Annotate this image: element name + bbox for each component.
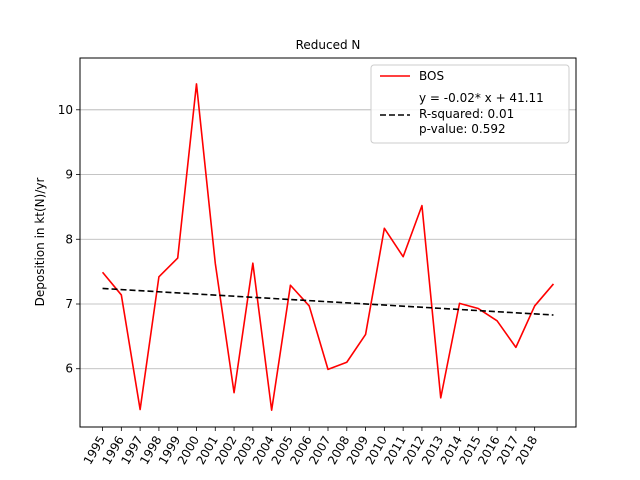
legend-label-bos: BOS	[419, 69, 444, 83]
y-tick-label: 7	[65, 297, 73, 311]
legend: BOS y = -0.02* x + 41.11 R-squared: 0.01…	[370, 64, 570, 144]
plot-series	[101, 83, 555, 411]
y-tick-label: 8	[65, 232, 73, 246]
series-line-bos	[101, 83, 555, 411]
chart-title: Reduced N	[296, 38, 361, 52]
y-tick-label: 10	[58, 103, 73, 117]
y-tick-label: 6	[65, 362, 73, 376]
series-line-trend	[102, 287, 554, 316]
y-axis-label: Deposition in kt(N)/yr	[33, 178, 47, 307]
x-axis: 1995199619971998199920002001200220032004…	[81, 427, 540, 467]
legend-trend-pvalue: p-value: 0.592	[419, 122, 506, 136]
y-tick-label: 9	[65, 168, 73, 182]
legend-trend-rsquared: R-squared: 0.01	[419, 107, 514, 121]
legend-trend-equation: y = -0.02* x + 41.11	[419, 91, 544, 105]
y-axis: 6 7 8 9 10	[58, 103, 80, 376]
grid-lines	[80, 109, 576, 370]
legend-box	[370, 64, 570, 144]
